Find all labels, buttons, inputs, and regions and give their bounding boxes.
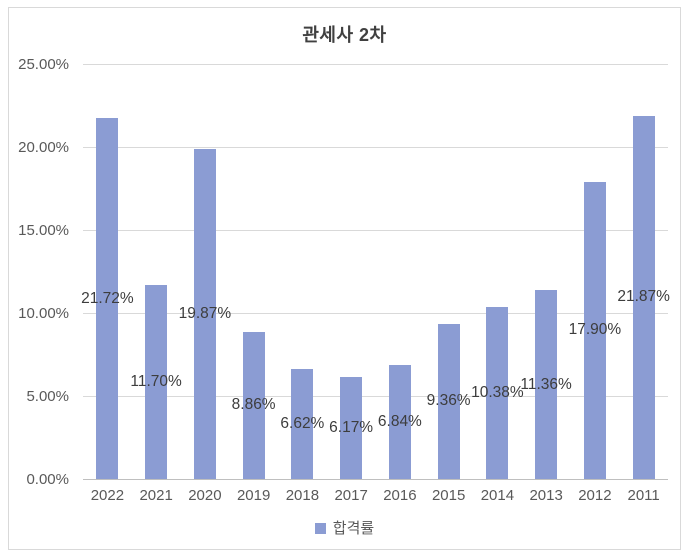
gridline bbox=[83, 64, 668, 65]
bar-2021 bbox=[145, 284, 168, 479]
x-axis-tick-label-2011: 2011 bbox=[627, 487, 660, 504]
y-axis-tick-label: 25.00% bbox=[18, 56, 69, 73]
gridline bbox=[83, 147, 668, 148]
x-axis-tick-label-2017: 2017 bbox=[334, 487, 368, 504]
data-label-2020: 19.87% bbox=[178, 305, 232, 323]
data-label-2019: 8.86% bbox=[231, 396, 276, 414]
x-axis-tick-label-2015: 2015 bbox=[431, 487, 466, 504]
data-label-2017: 6.17% bbox=[329, 418, 374, 436]
bar-2013 bbox=[535, 290, 558, 479]
data-label-2013: 11.36% bbox=[520, 375, 572, 393]
x-axis-tick-label-2019: 2019 bbox=[236, 487, 271, 504]
x-axis-tick-label-2013: 2013 bbox=[529, 487, 563, 504]
gridline bbox=[83, 230, 668, 231]
data-label-2015: 9.36% bbox=[426, 392, 471, 410]
bar-2012 bbox=[583, 181, 606, 479]
bar-2020 bbox=[193, 149, 216, 479]
data-label-2021: 11.70% bbox=[130, 372, 182, 390]
x-axis-line bbox=[83, 479, 668, 480]
legend-series-marker-icon bbox=[314, 523, 326, 534]
x-axis-tick-label-2012: 2012 bbox=[578, 487, 612, 504]
bar-2014 bbox=[486, 306, 509, 479]
pass-rate-bar-chart: 관세사 2차 25.00% 20.00% 15.00% 10.00% 5.00% 0.00… bbox=[8, 7, 681, 550]
y-axis-tick-label: 15.00% bbox=[18, 222, 69, 239]
gridline bbox=[83, 313, 668, 314]
bar-2018 bbox=[291, 369, 314, 479]
bar-2016 bbox=[388, 365, 411, 479]
y-axis-tick-label: 5.00% bbox=[26, 388, 69, 405]
gridline bbox=[83, 396, 668, 397]
bar-2022 bbox=[96, 118, 119, 479]
x-axis-tick-label-2021: 2021 bbox=[139, 487, 173, 504]
bar-2019 bbox=[242, 331, 265, 479]
bar-2017 bbox=[340, 376, 363, 479]
x-axis-tick-label-2020: 2020 bbox=[188, 487, 222, 504]
data-label-2011: 21.87% bbox=[617, 288, 670, 306]
x-axis-tick-label-2016: 2016 bbox=[383, 487, 417, 504]
data-label-2016: 6.84% bbox=[377, 413, 422, 431]
bar-2015 bbox=[437, 323, 460, 479]
legend: 합격률 bbox=[9, 521, 680, 536]
data-label-2018: 6.62% bbox=[280, 415, 325, 433]
chart-title: 관세사 2차 bbox=[302, 25, 387, 45]
legend-series-label: 합격률 bbox=[332, 520, 375, 537]
x-axis-tick-label-2014: 2014 bbox=[480, 487, 515, 504]
data-label-2012: 17.90% bbox=[568, 321, 622, 339]
data-label-2022: 21.72% bbox=[81, 289, 134, 307]
y-axis-tick-label: 0.00% bbox=[26, 471, 69, 488]
plot-area: 25.00% 20.00% 15.00% 10.00% 5.00% 0.00% 21.72%… bbox=[9, 8, 680, 549]
x-axis-tick-label-2022: 2022 bbox=[90, 487, 125, 504]
y-axis-tick-label: 20.00% bbox=[18, 139, 69, 156]
y-axis-tick-label: 10.00% bbox=[18, 305, 69, 322]
bar-2011 bbox=[632, 115, 655, 479]
x-axis-tick-label-2018: 2018 bbox=[285, 487, 320, 504]
data-label-2014: 10.38% bbox=[471, 383, 524, 401]
